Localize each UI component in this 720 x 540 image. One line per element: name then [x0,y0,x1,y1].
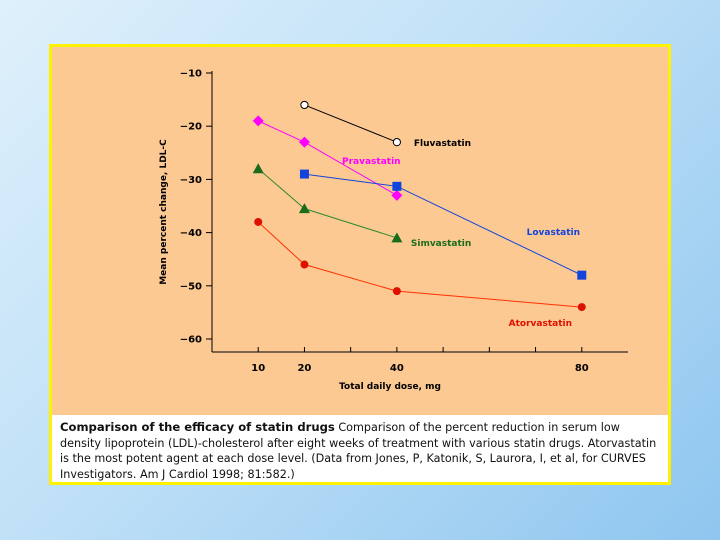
simvastatin-line [257,168,398,239]
atorvastatin-point [254,217,263,226]
pravastatin-point [252,115,264,127]
caption-title: Comparison of the efficacy of statin dru… [60,420,335,434]
simvastatin-point [252,163,264,174]
atorvastatin-point [300,260,309,269]
figure-caption: Comparison of the efficacy of statin dru… [60,420,664,482]
simvastatin-point [391,232,403,243]
series-markers [252,100,587,312]
simvastatin-point [298,203,310,214]
x-axis-label: Total daily dose, mg [339,382,441,392]
lovastatin-point [299,169,309,179]
y-axis-label: Mean percent change, LDL-C [159,139,169,285]
caption-text: Comparison of the percent reduction in s… [60,421,657,481]
y-tick-label: −30 [180,175,202,186]
y-tick-label: −20 [180,122,202,133]
fluvastatin-line [304,104,398,143]
fluvastatin-label: Fluvastatin [414,139,471,149]
pravastatin-label: Pravastatin [342,157,401,167]
x-tick-label: 10 [251,363,265,374]
y-tick-label: −10 [180,69,202,80]
simvastatin-label: Simvastatin [411,239,471,249]
fluvastatin-point [300,100,309,110]
slide-frame: −10 −20 −30 −40 −50 −60 10 20 40 80 Total daily do… [49,44,671,485]
y-tick-label: −40 [180,228,202,239]
y-tick-label: −60 [180,335,202,346]
y-tick-label: −50 [180,281,202,292]
atorvastatin-line [257,221,582,308]
chart: −10 −20 −30 −40 −50 −60 10 20 40 80 Total daily do… [159,69,628,392]
lovastatin-line [304,173,582,276]
x-tick-label: 40 [390,363,404,374]
chart-axes: −10 −20 −30 −40 −50 −60 10 20 40 80 Total daily do… [159,69,628,392]
series-labels: Fluvastatin Pravastatin Lovastatin Simvasta… [342,139,580,329]
x-tick-label: 20 [297,363,311,374]
atorvastatin-label: Atorvastatin [509,319,572,329]
pravastatin-point [298,136,310,148]
lovastatin-point [577,270,587,280]
fluvastatin-point [392,138,401,147]
x-tick-label: 80 [575,363,589,374]
lovastatin-label: Lovastatin [527,228,580,238]
atorvastatin-point [392,287,401,296]
series-lines [257,104,582,308]
pravastatin-point [391,189,403,201]
chart-panel: −10 −20 −30 −40 −50 −60 10 20 40 80 Total daily do… [52,47,668,415]
lovastatin-point [392,181,402,191]
atorvastatin-point [577,303,586,312]
